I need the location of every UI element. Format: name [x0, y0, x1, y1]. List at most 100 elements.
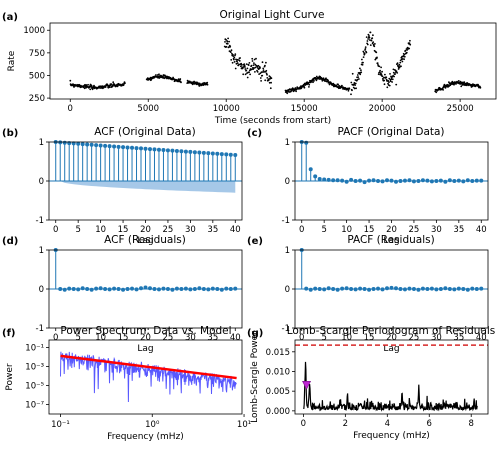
- acf-original-xtick-label: 0: [53, 225, 58, 235]
- acf-original-xtick-label: 15: [118, 225, 129, 235]
- pacf-original-stem-marker: [438, 178, 443, 183]
- light-curve-point: [89, 88, 92, 91]
- light-curve-point: [388, 84, 391, 87]
- pacf-original-stem-marker: [425, 178, 430, 183]
- acf-residuals-stem-marker: [188, 287, 193, 292]
- light-curve-ytick-label: 750: [29, 49, 45, 59]
- acf-original-stem-marker: [170, 148, 175, 153]
- pacf-original-xtick-label: 5: [321, 225, 326, 235]
- pacf-original-stem-marker: [313, 174, 318, 179]
- light-curve-point: [363, 52, 366, 55]
- light-curve-point: [379, 69, 381, 72]
- light-curve-point: [315, 79, 318, 82]
- light-curve-point: [244, 73, 247, 76]
- light-curve-point: [266, 77, 269, 79]
- pacf-original-stem-marker: [461, 179, 466, 184]
- pacf-residuals-stem-marker: [438, 287, 443, 291]
- acf-original-stem-marker: [192, 150, 197, 155]
- light-curve-point: [365, 51, 368, 54]
- acf-residuals-stem-marker: [192, 287, 197, 291]
- light-curve-point: [229, 51, 232, 53]
- acf-residuals-stem-marker: [62, 287, 67, 292]
- acf-original-stem-marker: [107, 144, 112, 149]
- light-curve-point: [253, 67, 256, 69]
- light-curve-point: [367, 38, 369, 40]
- light-curve-point: [398, 66, 401, 69]
- light-curve-point: [388, 81, 390, 83]
- light-curve-point: [313, 80, 315, 82]
- light-curve-point: [236, 60, 238, 63]
- light-curve-point: [179, 78, 182, 80]
- acf-residuals-plot: 0 5 10 15 20 25 30 35 40 -1 0 1 Lag: [36, 246, 243, 354]
- pacf-original-xtick-label: 0: [299, 225, 304, 235]
- pacf-original-stem-marker: [443, 179, 448, 184]
- light-curve-point: [112, 81, 115, 84]
- acf-residuals-stem-marker: [147, 286, 152, 291]
- pacf-original-stem-marker: [317, 177, 322, 182]
- pacf-residuals-stem-marker: [447, 287, 452, 291]
- light-curve-point: [381, 75, 384, 78]
- light-curve-point: [386, 86, 389, 89]
- light-curve-point: [268, 81, 271, 84]
- light-curve-point: [359, 67, 361, 70]
- acf-original-xlabel: Lag: [137, 236, 153, 246]
- power-spectrum-ytick-label: 10⁻⁵: [25, 381, 44, 391]
- pacf-residuals-stem-marker: [420, 286, 425, 291]
- acf-residuals-stem-marker: [121, 287, 126, 292]
- light-curve-point: [234, 54, 236, 57]
- light-curve-point: [381, 78, 384, 80]
- light-curve-point: [110, 83, 113, 85]
- light-curve-point: [225, 45, 228, 48]
- acf-residuals-stem-marker: [156, 287, 161, 292]
- light-curve-xlabel: Time (seconds from start): [214, 116, 331, 126]
- acf-residuals-stem-marker: [94, 286, 99, 291]
- acf-original-stem-marker: [197, 150, 202, 155]
- pacf-residuals-stem-marker: [402, 287, 407, 292]
- acf-residuals-stem-marker: [233, 286, 238, 291]
- light-curve-point: [377, 73, 380, 76]
- light-curve-point: [392, 68, 395, 71]
- acf-residuals-stem-marker: [67, 286, 72, 291]
- light-curve-point: [238, 63, 241, 66]
- light-curve-point: [265, 69, 268, 72]
- pacf-original-stem-marker: [429, 179, 434, 184]
- panel-g-letter: (g): [247, 328, 263, 339]
- light-curve-point: [322, 77, 325, 80]
- acf-original-stem-marker: [219, 152, 224, 157]
- panel-c-letter: (c): [247, 128, 262, 139]
- pacf-residuals-stem-marker: [474, 287, 479, 291]
- light-curve-point: [294, 87, 297, 89]
- light-curve-point: [259, 67, 261, 69]
- pacf-residuals-stem-marker: [362, 287, 367, 291]
- power-spectrum-xtick-label: 10⁻¹: [51, 420, 70, 430]
- pacf-residuals-stem-marker: [340, 286, 345, 291]
- acf-original-stem-marker: [147, 147, 152, 152]
- light-curve-plot: 0 5000 10000 15000 20000 25000 250 500 750 1000 Ti…: [7, 22, 497, 126]
- light-curve-point: [380, 66, 382, 69]
- acf-residuals-stem-marker: [76, 287, 81, 292]
- lomb-scargle-axes-frame: [294, 339, 489, 415]
- acf-residuals-stem-marker: [228, 287, 233, 291]
- pacf-residuals-stem-marker: [331, 287, 336, 291]
- light-curve-point: [245, 63, 248, 65]
- light-curve-point: [354, 82, 357, 85]
- light-curve-point: [400, 65, 402, 68]
- light-curve-point: [399, 61, 402, 64]
- acf-residuals-stem-marker: [80, 286, 85, 291]
- acf-residuals-xtick-label: 15: [118, 333, 129, 343]
- panel-a-letter: (a): [2, 12, 18, 23]
- lomb-scargle-ytick-label: 0.010: [266, 367, 290, 377]
- light-curve-point: [373, 45, 376, 48]
- light-curve-point: [69, 79, 72, 82]
- light-curve-point: [479, 86, 482, 89]
- acf-original-stem-marker: [85, 142, 90, 147]
- light-curve-point: [405, 51, 408, 54]
- light-curve-point: [356, 78, 359, 81]
- light-curve-point: [251, 60, 254, 62]
- light-curve-ylabel: Rate: [7, 50, 17, 71]
- light-curve-point: [258, 73, 260, 75]
- light-curve-point: [266, 73, 268, 76]
- pacf-residuals-stem-marker: [322, 287, 327, 292]
- panel-e-title: PACF (Residuals): [347, 234, 434, 246]
- lomb-scargle-ylabel: Lomb-Scargle Power: [250, 331, 260, 423]
